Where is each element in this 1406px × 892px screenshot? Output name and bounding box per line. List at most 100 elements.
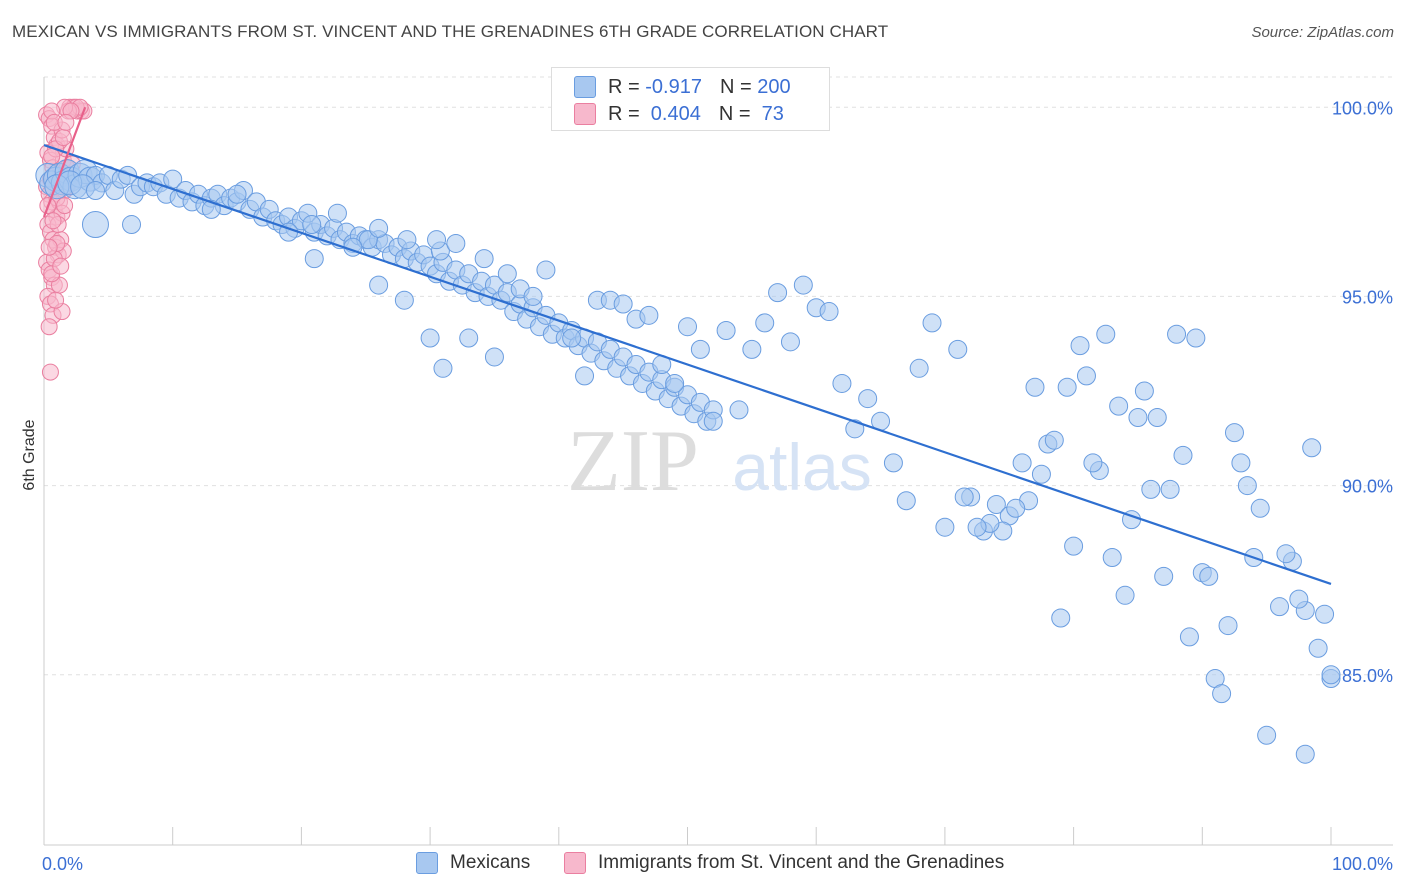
stats-legend: R = -0.917 N = 200 R = 0.404 N = 73 xyxy=(551,67,830,131)
blue-point xyxy=(1308,638,1328,658)
chart-source: Source: ZipAtlas.com xyxy=(1251,24,1394,41)
blue-point xyxy=(729,400,749,420)
blue-point xyxy=(1044,430,1064,450)
blue-point xyxy=(562,328,582,348)
blue-point xyxy=(85,180,105,200)
blue-point xyxy=(575,366,595,386)
pink-point xyxy=(40,238,58,256)
blue-point xyxy=(896,491,916,511)
pink-n-label: N = xyxy=(718,102,757,125)
pink-point xyxy=(54,129,72,147)
blue-point xyxy=(433,358,453,378)
blue-point xyxy=(1025,377,1045,397)
blue-point xyxy=(1128,407,1148,427)
blue-point xyxy=(397,230,417,250)
blue-point xyxy=(1064,536,1084,556)
blue-point xyxy=(1147,407,1167,427)
pink-point xyxy=(57,113,75,131)
pink-point xyxy=(44,212,62,230)
blue-point xyxy=(81,211,109,239)
blue-point xyxy=(1031,464,1051,484)
blue-point xyxy=(201,199,221,219)
y-tick-label: 90.0% xyxy=(1342,477,1393,497)
blue-point xyxy=(967,517,987,537)
blue-swatch xyxy=(574,76,596,98)
blue-point xyxy=(1302,438,1322,458)
legend-item-mexicans: Mexicans xyxy=(416,852,530,874)
y-tick-label: 85.0% xyxy=(1342,666,1393,686)
pink-point xyxy=(40,318,58,336)
blue-point xyxy=(1134,381,1154,401)
blue-point xyxy=(819,302,839,322)
series-legend: Mexicans Immigrants from St. Vincent and… xyxy=(0,850,1406,878)
blue-point xyxy=(1154,566,1174,586)
blue-n-label: N = xyxy=(719,75,758,98)
mexicans-swatch xyxy=(416,852,438,874)
blue-point xyxy=(1276,544,1296,564)
y-axis-label: 6th Grade xyxy=(21,419,38,490)
blue-point xyxy=(446,233,466,253)
blue-point xyxy=(474,249,494,269)
blue-point xyxy=(227,184,247,204)
pink-point xyxy=(52,257,70,275)
watermark-zip: ZIP xyxy=(567,413,699,510)
blue-point xyxy=(954,487,974,507)
blue-point xyxy=(858,389,878,409)
blue-point xyxy=(883,453,903,473)
blue-point xyxy=(1141,479,1161,499)
blue-point xyxy=(1173,445,1193,465)
blue-point xyxy=(613,294,633,314)
blue-point xyxy=(1295,744,1315,764)
blue-point xyxy=(1167,324,1187,344)
blue-point xyxy=(1070,336,1090,356)
blue-point xyxy=(1257,725,1277,745)
pink-point xyxy=(43,147,61,165)
blue-n-value: 200 xyxy=(757,75,791,98)
blue-point xyxy=(1237,476,1257,496)
blue-point xyxy=(369,275,389,295)
immigrants-swatch xyxy=(564,852,586,874)
blue-point xyxy=(1012,453,1032,473)
watermark-atlas: atlas xyxy=(732,430,871,504)
blue-point xyxy=(523,286,543,306)
blue-point xyxy=(122,215,142,235)
blue-point xyxy=(1160,479,1180,499)
pink-point xyxy=(56,197,74,215)
blue-point xyxy=(845,419,865,439)
x-tick-label: 0.0% xyxy=(42,854,83,874)
blue-point xyxy=(1224,423,1244,443)
blue-point xyxy=(1083,453,1103,473)
blue-point xyxy=(1076,366,1096,386)
blue-point xyxy=(832,373,852,393)
pink-point xyxy=(41,363,59,381)
blue-point xyxy=(948,339,968,359)
blue-point xyxy=(1115,585,1135,605)
blue-point xyxy=(1289,589,1309,609)
blue-point xyxy=(1315,604,1335,624)
blue-point xyxy=(497,264,517,284)
blue-trend-line xyxy=(43,144,1332,585)
pink-n-value: 73 xyxy=(756,102,784,125)
blue-point xyxy=(1218,616,1238,636)
blue-point xyxy=(1179,627,1199,647)
pink-trend-line xyxy=(42,106,87,218)
blue-point xyxy=(1212,684,1232,704)
blue-point xyxy=(427,230,447,250)
pink-point xyxy=(47,291,65,309)
blue-point xyxy=(922,313,942,333)
blue-point xyxy=(678,317,697,337)
blue-point xyxy=(394,290,414,310)
blue-point xyxy=(1051,608,1071,628)
blue-point xyxy=(536,260,556,280)
blue-point xyxy=(755,313,775,333)
mexicans-label: Mexicans xyxy=(450,852,531,873)
blue-point xyxy=(420,328,440,348)
blue-point xyxy=(369,218,389,238)
legend-item-immigrants: Immigrants from St. Vincent and the Gren… xyxy=(564,852,1004,874)
blue-point xyxy=(1096,324,1116,344)
blue-point xyxy=(716,320,736,340)
blue-point xyxy=(768,283,788,303)
blue-point xyxy=(1102,547,1122,567)
blue-point xyxy=(1186,328,1206,348)
chart-title: MEXICAN VS IMMIGRANTS FROM ST. VINCENT A… xyxy=(12,22,889,41)
